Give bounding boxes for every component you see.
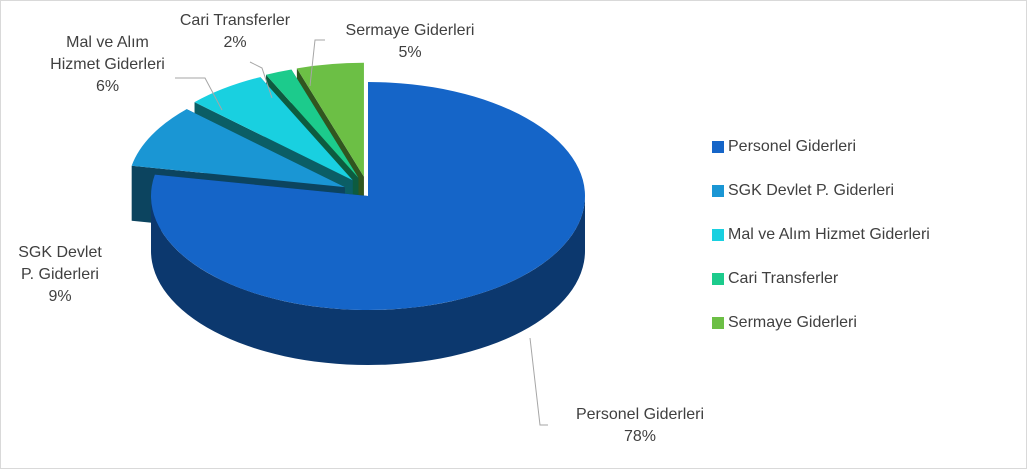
legend-label: SGK Devlet P. Giderleri	[728, 182, 894, 199]
slice-top	[151, 82, 585, 310]
data-label-name: Sermaye Giderleri	[345, 22, 475, 39]
data-label-value: 6%	[95, 78, 120, 95]
data-label-value: 5%	[398, 44, 422, 61]
leader-line	[249, 61, 273, 99]
legend-label: Personel Giderleri	[728, 138, 857, 155]
slice-top	[266, 69, 359, 178]
data-label-value: 78%	[623, 428, 657, 445]
legend-item: SGK Devlet P. Giderleri	[712, 182, 894, 200]
data-label: SGK Devlet P. Giderleri 9%	[18, 242, 102, 308]
legend-swatch	[712, 229, 724, 241]
legend-item: Cari Transferler	[712, 270, 838, 288]
legend-item: Sermaye Giderleri	[712, 314, 857, 332]
leader-line	[309, 39, 325, 87]
legend-swatch	[712, 317, 724, 329]
data-label-name: Mal ve Alım Hizmet Giderleri	[50, 34, 165, 73]
legend-swatch	[712, 273, 724, 285]
legend-label: Mal ve Alım Hizmet Giderleri	[728, 226, 930, 243]
legend-item: Personel Giderleri	[712, 138, 856, 156]
legend-item: Mal ve Alım Hizmet Giderleri	[712, 226, 930, 244]
leader-line	[175, 77, 223, 111]
data-label-name: Cari Transferler	[179, 12, 291, 29]
slice-top	[131, 109, 345, 188]
leader-line	[529, 337, 548, 426]
legend-label: Sermaye Giderleri	[728, 314, 857, 331]
slice-outer-side	[151, 196, 585, 365]
data-label-name: Personel Giderleri	[575, 406, 705, 423]
data-label-value: 2%	[223, 34, 247, 51]
data-label-name: SGK Devlet P. Giderleri	[18, 244, 102, 283]
slice-top	[296, 62, 364, 177]
legend-label: Cari Transferler	[728, 270, 839, 287]
legend-swatch	[712, 185, 724, 197]
slice	[151, 82, 585, 365]
data-label: Cari Transferler 2%	[175, 10, 295, 54]
slice-top	[194, 77, 353, 181]
legend-swatch	[712, 141, 724, 153]
data-label: Personel Giderleri 78%	[540, 404, 740, 448]
data-label: Mal ve Alım Hizmet Giderleri 6%	[40, 32, 175, 98]
data-label: Sermaye Giderleri 5%	[300, 20, 520, 64]
data-label-value: 9%	[48, 288, 72, 305]
